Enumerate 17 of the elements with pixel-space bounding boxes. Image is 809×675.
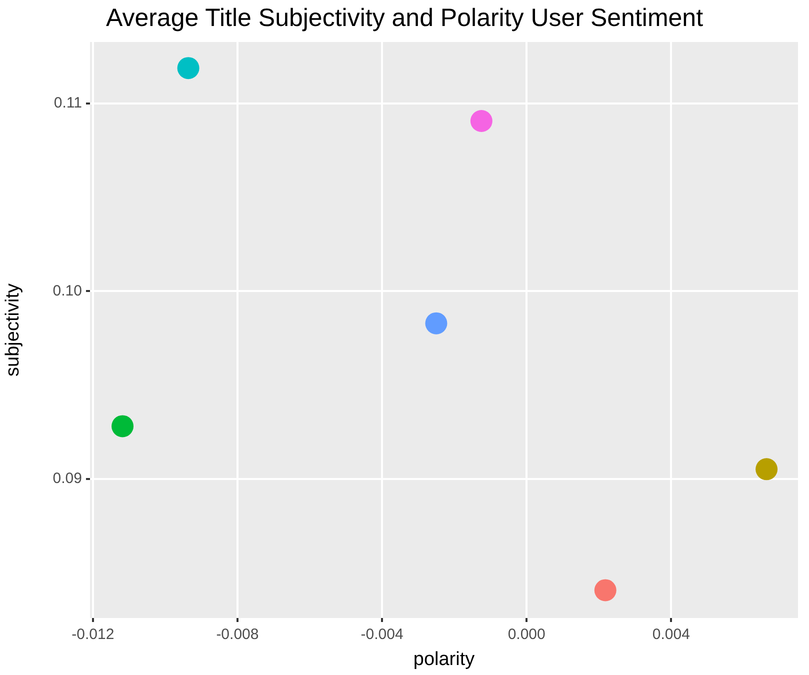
x-tick-label: 0.000: [508, 626, 546, 644]
point: [470, 110, 492, 132]
point: [425, 312, 448, 334]
x-tick-label: -0.008: [216, 626, 259, 644]
y-tick-label: 0.09: [52, 470, 82, 488]
y-tick-label: 0.11: [54, 94, 82, 112]
y-tick-label: 0.10: [52, 282, 82, 300]
y-axis-title: subjectivity: [2, 283, 24, 376]
point: [177, 57, 200, 80]
x-tick-label: -0.012: [72, 626, 114, 644]
x-tick-label: -0.004: [360, 626, 404, 644]
point: [756, 458, 778, 480]
chart-title: Average Title Subjectivity and Polarity User Sentiment: [106, 4, 704, 32]
point: [112, 415, 134, 438]
point: [594, 579, 616, 602]
x-tick-label: 0.004: [652, 626, 690, 644]
x-axis-title: polarity: [413, 648, 476, 670]
